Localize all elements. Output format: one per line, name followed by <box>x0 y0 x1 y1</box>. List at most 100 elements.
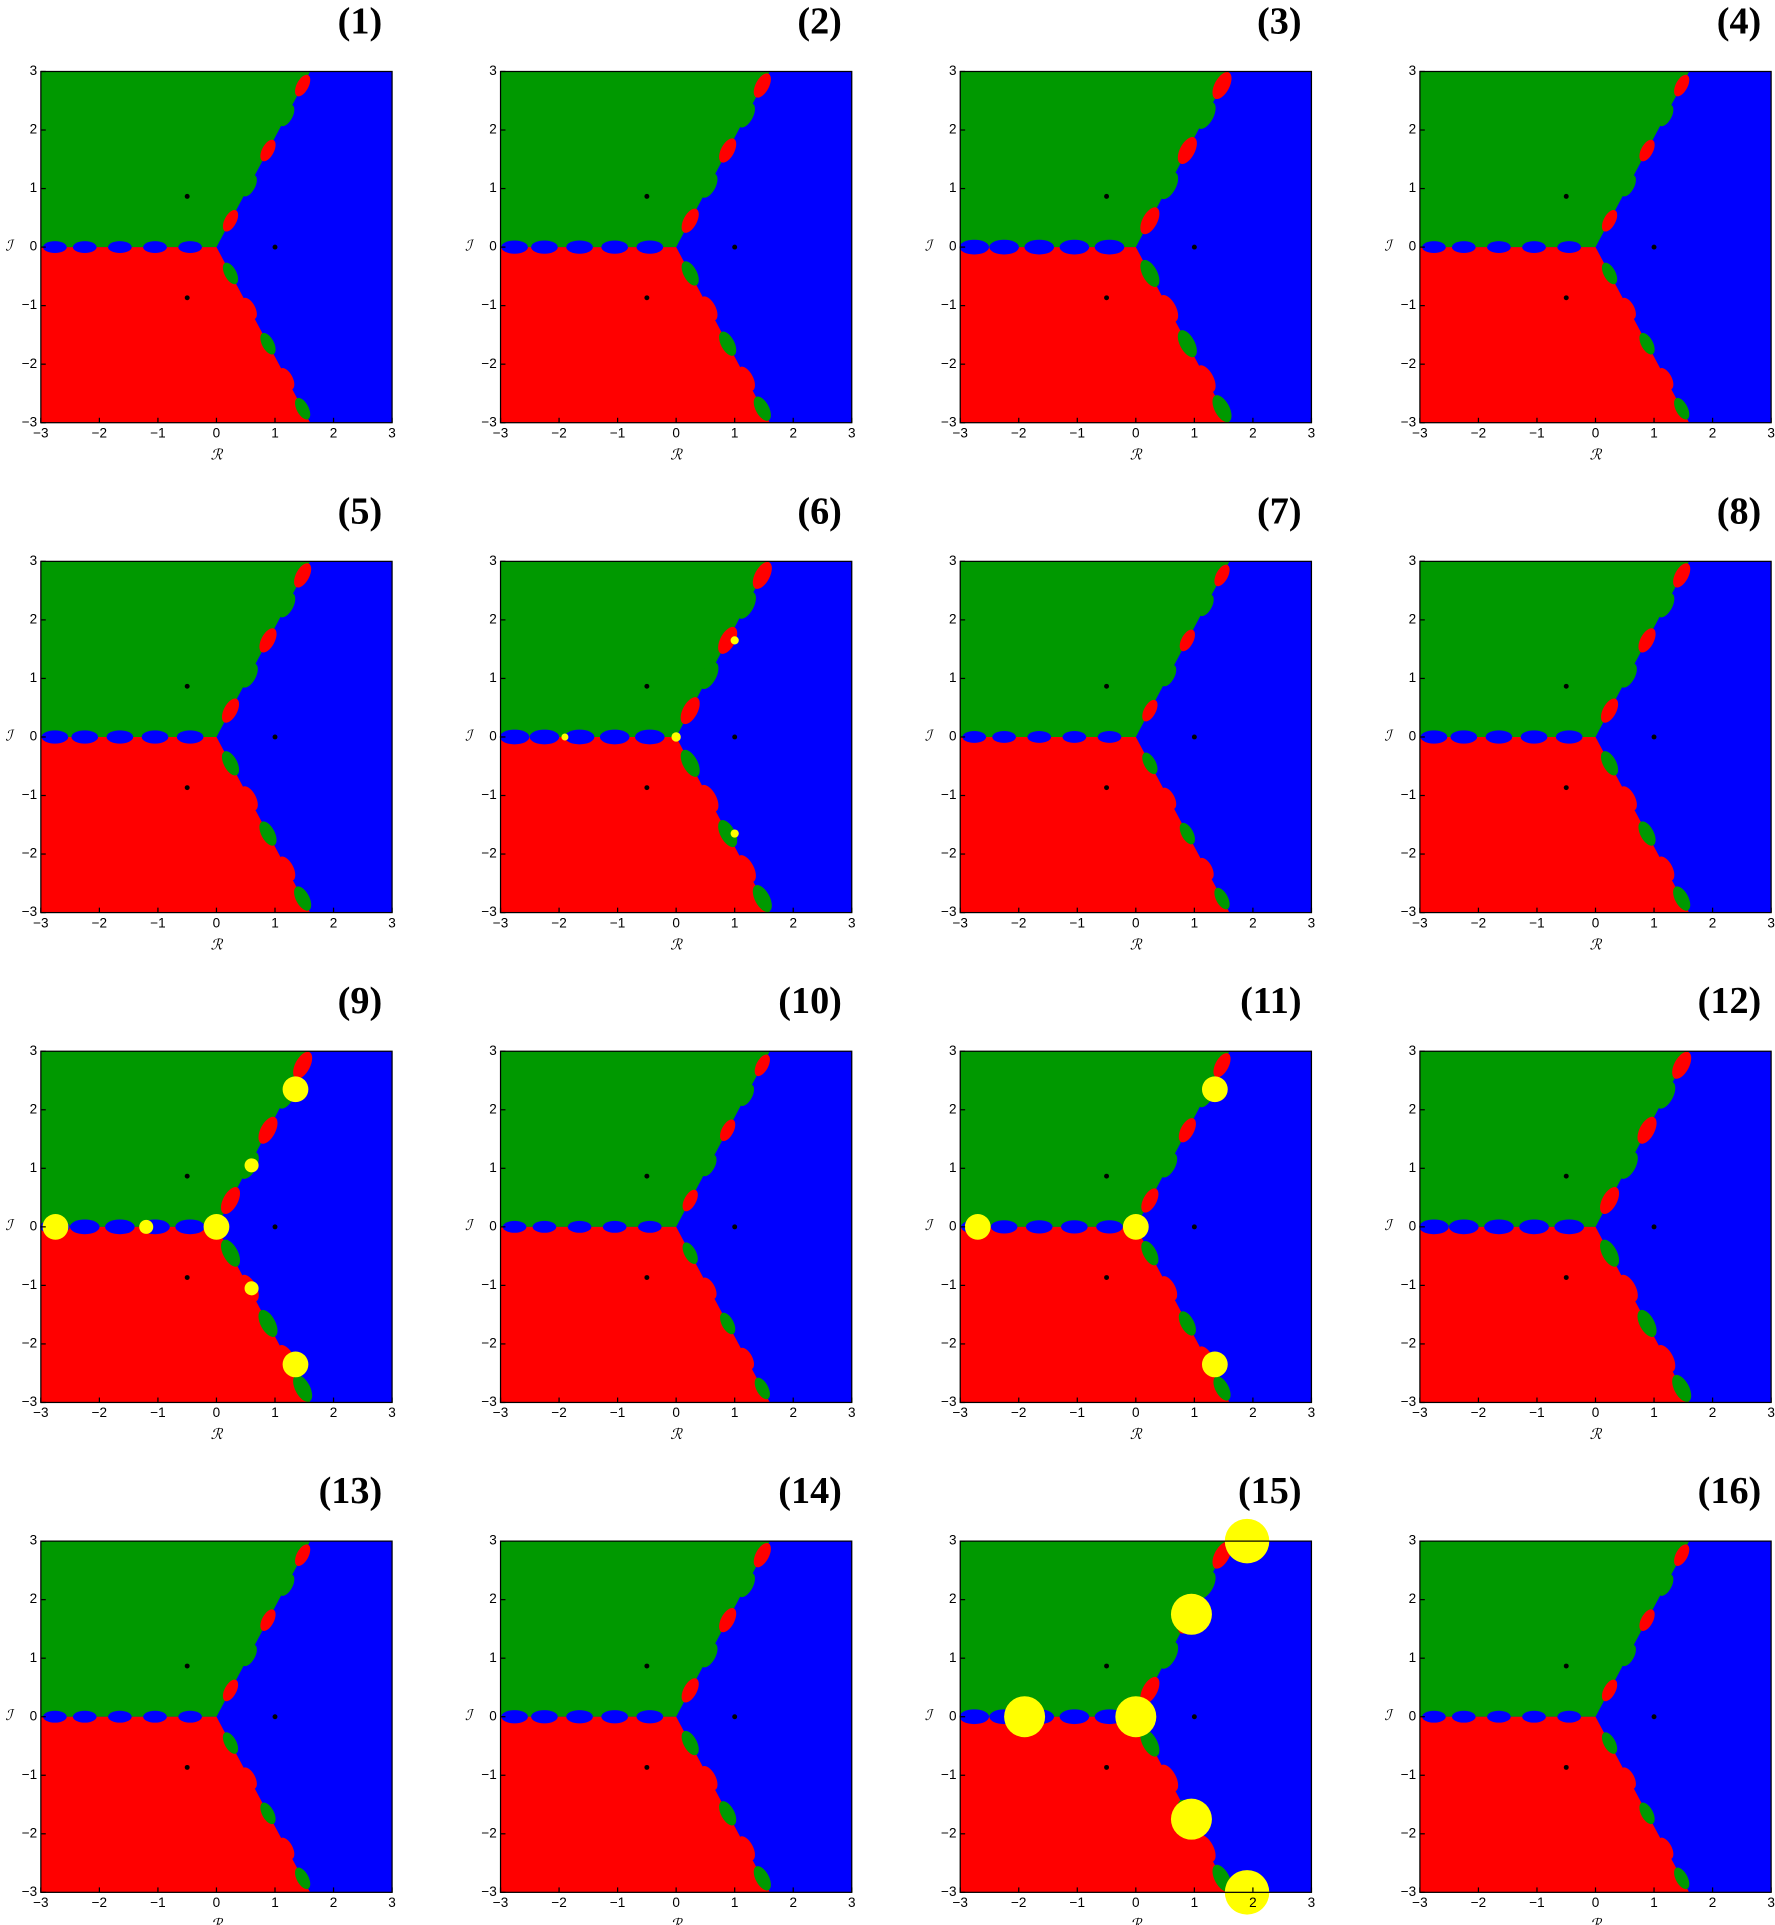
x-tick-label: −3 <box>1412 1895 1427 1910</box>
y-tick-label: −2 <box>941 1336 956 1351</box>
basin-bulb <box>293 1051 313 1079</box>
basin-bulb <box>601 1710 628 1724</box>
basin-bulb <box>1487 241 1511 254</box>
x-tick-label: 3 <box>388 425 396 440</box>
basin-bulb <box>43 1710 67 1723</box>
x-tick-label: 2 <box>1249 915 1257 930</box>
y-tick-label: 1 <box>949 180 957 195</box>
x-tick-label: 2 <box>789 915 797 930</box>
y-tick-label: −3 <box>1401 1394 1416 1409</box>
basin-bulb <box>1618 1151 1638 1179</box>
y-axis-label: ℐ <box>5 728 15 744</box>
y-tick-label: 0 <box>30 239 38 254</box>
x-tick-label: −2 <box>551 1895 566 1910</box>
panel-label: (1) <box>338 0 383 42</box>
green-basin <box>1419 1051 1690 1227</box>
basin-bulb <box>1657 593 1675 618</box>
basin-bulb <box>1027 731 1052 743</box>
root <box>732 244 738 250</box>
panel: −3 −2 −1 0 1 2 3 −3 −2 −1 0 1 2 3 ℛ ℐ (15) <box>925 1470 1316 1925</box>
y-tick-label: 0 <box>489 729 497 744</box>
basin-bulb <box>1179 822 1195 845</box>
panel-label: (3) <box>1257 0 1302 42</box>
x-tick-label: −3 <box>1412 915 1427 930</box>
basin-bulb <box>752 885 772 913</box>
green-basin <box>1419 561 1690 737</box>
basin-bulb <box>1140 1729 1160 1757</box>
basin-bulb <box>1450 730 1478 744</box>
y-tick-label: −3 <box>22 414 37 429</box>
x-tick-label: 3 <box>848 1405 856 1420</box>
basin-bulb <box>294 74 311 97</box>
basin-bulb <box>1159 172 1179 200</box>
basin-bulb <box>1160 1153 1178 1178</box>
y-tick-label: 1 <box>949 1160 957 1175</box>
x-tick-label: −1 <box>1070 1895 1085 1910</box>
x-tick-label: 1 <box>731 1405 739 1420</box>
root <box>1563 785 1569 791</box>
basin-bulb <box>1618 1274 1638 1302</box>
x-tick-label: −3 <box>952 1405 967 1420</box>
basin-bulb <box>241 1644 257 1667</box>
y-axis-label: ℐ <box>465 1218 475 1234</box>
y-tick-label: 3 <box>949 1043 957 1058</box>
basin-bulb <box>753 1866 771 1891</box>
yellow-region <box>244 1281 259 1296</box>
y-tick-label: 2 <box>1409 122 1417 137</box>
x-tick-label: 0 <box>1592 915 1600 930</box>
red-basin <box>40 1716 311 1893</box>
x-tick-label: −1 <box>1529 1895 1544 1910</box>
x-tick-label: −2 <box>92 915 107 930</box>
basin-bulb <box>1487 1710 1511 1723</box>
root <box>644 785 650 791</box>
basin-bulb <box>1419 1219 1449 1235</box>
panel-label: (6) <box>797 490 842 532</box>
x-tick-label: −2 <box>551 1405 566 1420</box>
y-tick-label: −2 <box>1401 846 1416 861</box>
root <box>272 1714 278 1720</box>
yellow-region <box>1201 1351 1228 1378</box>
x-tick-label: 2 <box>1709 1895 1717 1910</box>
x-tick-label: 1 <box>1191 425 1199 440</box>
root <box>1191 1224 1197 1230</box>
y-tick-label: −1 <box>481 787 496 802</box>
panel: −3 −2 −1 0 1 2 3 −3 −2 −1 0 1 2 3 ℛ ℐ (6) <box>465 490 856 953</box>
basin-bulb <box>1600 698 1619 723</box>
basin-bulb <box>959 239 990 255</box>
y-tick-label: 2 <box>489 611 497 626</box>
y-tick-label: 1 <box>489 180 497 195</box>
basin-bulb <box>1214 564 1230 587</box>
basin-bulb <box>241 297 257 320</box>
x-tick-label: −3 <box>33 1895 48 1910</box>
y-tick-label: 0 <box>489 239 497 254</box>
y-tick-label: 3 <box>1409 63 1417 78</box>
root <box>1563 683 1569 689</box>
yellow-region <box>1201 1076 1228 1103</box>
x-tick-label: −2 <box>92 1405 107 1420</box>
x-axis-label: ℛ <box>1130 937 1143 953</box>
y-tick-label: 2 <box>1409 1101 1417 1116</box>
root <box>1104 1663 1110 1669</box>
y-tick-label: −1 <box>941 1277 956 1292</box>
x-tick-label: 2 <box>789 1895 797 1910</box>
x-axis-label: ℛ <box>211 1917 224 1925</box>
y-tick-label: −3 <box>481 414 496 429</box>
y-tick-label: 2 <box>1409 611 1417 626</box>
basin-bulb <box>738 1347 755 1370</box>
basin-bulb <box>294 563 312 588</box>
y-tick-label: −2 <box>22 1825 37 1840</box>
basin-bulb <box>69 1219 100 1235</box>
y-tick-label: 2 <box>949 1591 957 1606</box>
y-tick-label: 2 <box>30 611 38 626</box>
root <box>1191 1714 1197 1720</box>
x-tick-label: −2 <box>1471 1405 1486 1420</box>
basin-bulb <box>108 1710 132 1723</box>
panel-label: (8) <box>1717 490 1762 532</box>
basin-bulb <box>1451 241 1476 254</box>
basin-bulb <box>1420 730 1448 744</box>
basin-bulb <box>682 1242 698 1264</box>
red-basin <box>500 736 770 913</box>
root <box>184 1173 190 1179</box>
x-tick-label: −1 <box>610 425 625 440</box>
y-tick-label: 3 <box>30 1043 38 1058</box>
